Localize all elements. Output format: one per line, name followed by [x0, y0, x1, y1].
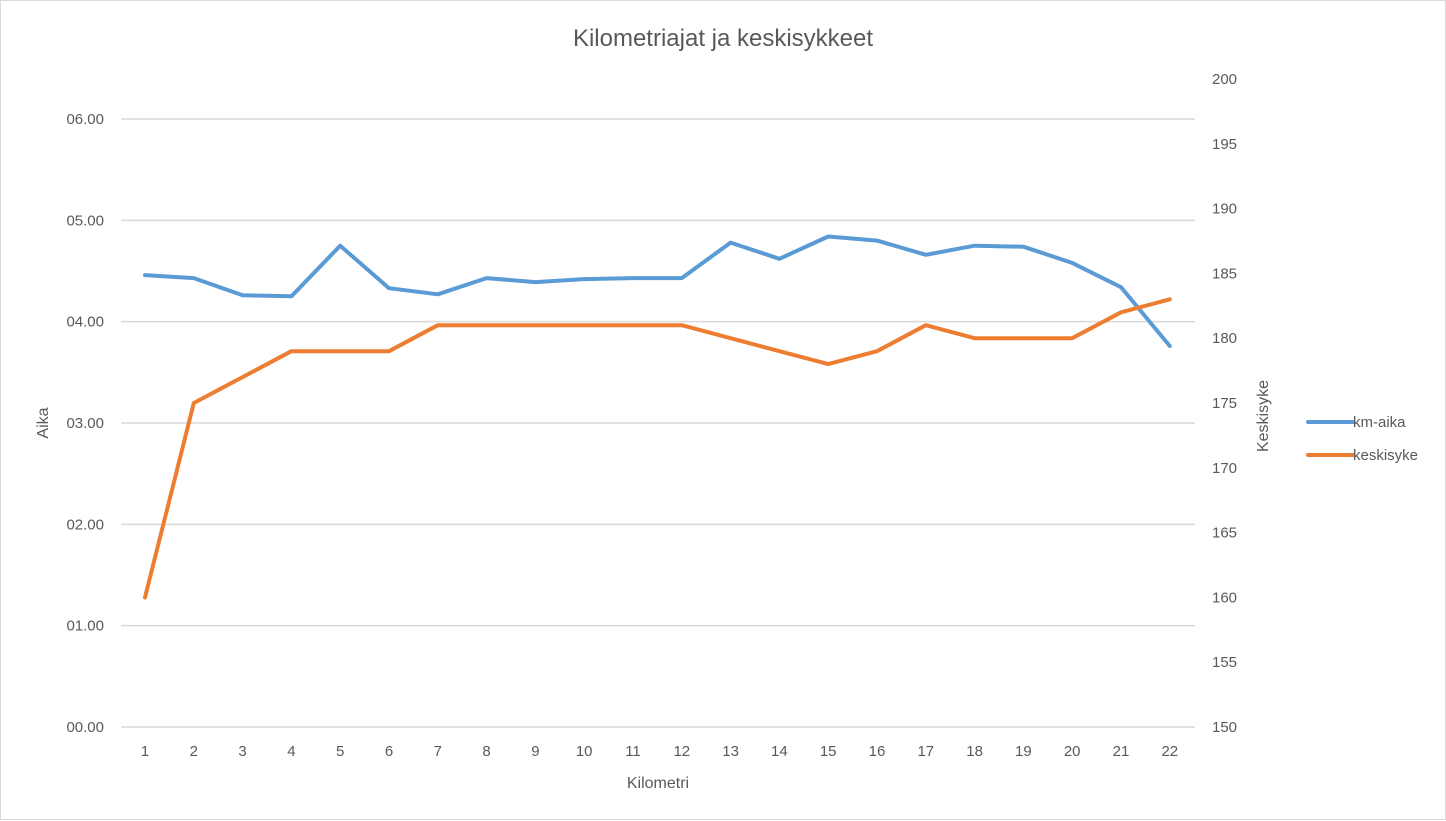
data-point-keskisyke — [1021, 336, 1025, 340]
y2-tick-label: 150 — [1212, 719, 1237, 736]
x-tick-label: 16 — [869, 743, 886, 760]
x-tick-label: 15 — [820, 743, 837, 760]
data-point-keskisyke — [582, 323, 586, 327]
x-tick-label: 18 — [966, 743, 983, 760]
data-point-keskisyke — [436, 323, 440, 327]
y-tick-label: 03.00 — [66, 415, 104, 432]
data-point-km-aika — [1070, 261, 1074, 265]
y-axis-title: Aika — [35, 407, 52, 438]
data-point-km-aika — [680, 276, 684, 280]
data-point-keskisyke — [777, 349, 781, 353]
x-tick-label: 21 — [1113, 743, 1130, 760]
y-tick-label: 06.00 — [66, 111, 104, 128]
x-tick-label: 8 — [482, 743, 490, 760]
data-point-km-aika — [826, 235, 830, 239]
data-point-keskisyke — [631, 323, 635, 327]
data-point-km-aika — [1168, 344, 1172, 348]
y2-tick-label: 180 — [1212, 330, 1237, 347]
x-tick-label: 14 — [771, 743, 788, 760]
x-tick-label: 22 — [1161, 743, 1178, 760]
data-point-km-aika — [485, 276, 489, 280]
y2-tick-label: 160 — [1212, 589, 1237, 606]
data-point-keskisyke — [533, 323, 537, 327]
data-point-km-aika — [143, 273, 147, 277]
data-point-km-aika — [729, 241, 733, 245]
x-tick-label: 20 — [1064, 743, 1081, 760]
y2-tick-label: 185 — [1212, 265, 1237, 282]
y2-tick-label: 195 — [1212, 136, 1237, 153]
y2-tick-label: 155 — [1212, 654, 1237, 671]
data-point-keskisyke — [924, 323, 928, 327]
data-point-keskisyke — [485, 323, 489, 327]
data-point-km-aika — [192, 276, 196, 280]
data-point-keskisyke — [1168, 297, 1172, 301]
data-point-keskisyke — [338, 349, 342, 353]
data-point-keskisyke — [826, 362, 830, 366]
x-tick-label: 19 — [1015, 743, 1032, 760]
data-point-km-aika — [289, 294, 293, 298]
data-point-km-aika — [973, 244, 977, 248]
data-point-km-aika — [924, 253, 928, 257]
legend-label-keskisyke: keskisyke — [1353, 447, 1418, 464]
x-tick-label: 13 — [722, 743, 739, 760]
data-point-keskisyke — [729, 336, 733, 340]
x-tick-label: 12 — [673, 743, 690, 760]
x-tick-label: 11 — [625, 743, 641, 760]
y2-tick-label: 200 — [1212, 71, 1237, 88]
data-point-km-aika — [777, 257, 781, 261]
x-tick-label: 6 — [385, 743, 393, 760]
data-point-keskisyke — [680, 323, 684, 327]
y-tick-label: 04.00 — [66, 314, 104, 331]
data-point-keskisyke — [875, 349, 879, 353]
axes: 00.0001.0002.0003.0004.0005.0006.0015015… — [66, 71, 1237, 760]
y-tick-label: 02.00 — [66, 516, 104, 533]
data-point-km-aika — [533, 280, 537, 284]
y2-tick-label: 165 — [1212, 525, 1237, 542]
y-tick-label: 01.00 — [66, 618, 104, 635]
y2-tick-label: 175 — [1212, 395, 1237, 412]
data-point-keskisyke — [973, 336, 977, 340]
x-tick-label: 5 — [336, 743, 344, 760]
legend: km-aika keskisyke — [1306, 414, 1418, 464]
data-point-keskisyke — [143, 595, 147, 599]
chart-title: Kilometriajat ja keskisykkeet — [573, 25, 873, 52]
y2-axis-title: Keskisyke — [1255, 380, 1272, 452]
x-axis-title: Kilometri — [627, 775, 689, 792]
data-point-keskisyke — [1119, 310, 1123, 314]
x-tick-label: 3 — [238, 743, 246, 760]
data-point-km-aika — [875, 239, 879, 243]
data-point-km-aika — [338, 244, 342, 248]
x-tick-label: 17 — [917, 743, 934, 760]
gridlines — [121, 118, 1195, 728]
data-point-km-aika — [436, 292, 440, 296]
y-tick-label: 05.00 — [66, 212, 104, 229]
data-point-km-aika — [1119, 285, 1123, 289]
data-point-km-aika — [1021, 245, 1025, 249]
x-tick-label: 2 — [190, 743, 198, 760]
series-layer — [143, 234, 1172, 600]
data-point-km-aika — [241, 293, 245, 297]
x-tick-label: 10 — [576, 743, 593, 760]
y2-tick-label: 190 — [1212, 201, 1237, 218]
data-point-keskisyke — [289, 349, 293, 353]
y-tick-label: 00.00 — [66, 719, 104, 736]
data-point-km-aika — [387, 286, 391, 290]
data-point-keskisyke — [1070, 336, 1074, 340]
data-point-keskisyke — [387, 349, 391, 353]
x-tick-label: 1 — [141, 743, 149, 760]
data-point-keskisyke — [192, 401, 196, 405]
series-line-keskisyke — [143, 297, 1172, 600]
data-point-km-aika — [582, 277, 586, 281]
legend-label-km-aika: km-aika — [1353, 414, 1406, 431]
y2-tick-label: 170 — [1212, 460, 1237, 477]
x-tick-label: 4 — [287, 743, 295, 760]
data-point-km-aika — [631, 276, 635, 280]
x-tick-label: 7 — [434, 743, 442, 760]
series-line-km-aika — [143, 234, 1172, 348]
data-point-keskisyke — [241, 375, 245, 379]
x-tick-label: 9 — [531, 743, 539, 760]
